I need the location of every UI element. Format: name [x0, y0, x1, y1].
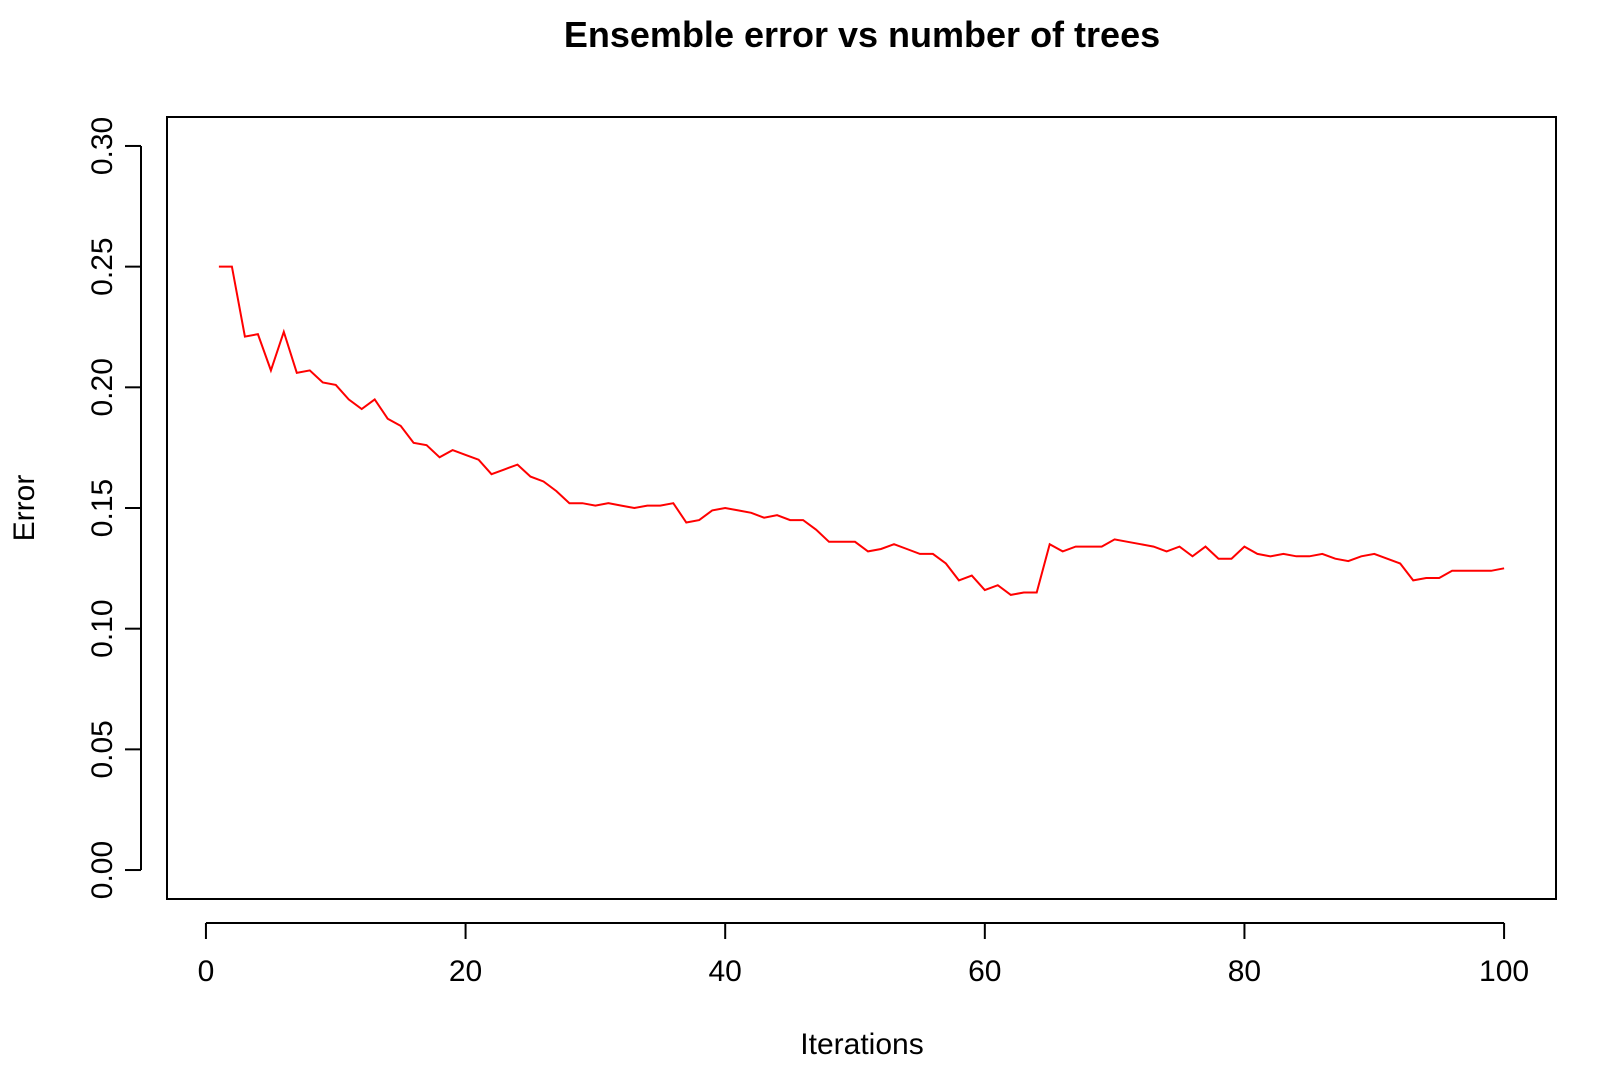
x-tick-label: 60 — [968, 955, 1001, 988]
y-tick-label: 0.00 — [86, 841, 119, 899]
y-axis: 0.00 0.05 0.10 0.15 0.20 0.25 0.30 — [86, 117, 142, 899]
chart-title: Ensemble error vs number of trees — [564, 14, 1160, 55]
series-line — [218, 265, 1505, 596]
x-tick-label: 0 — [198, 955, 215, 988]
x-tick-label: 20 — [449, 955, 482, 988]
y-tick-label: 0.30 — [86, 117, 119, 175]
x-axis-label: Iterations — [800, 1028, 923, 1061]
x-tick-label: 40 — [709, 955, 742, 988]
x-tick-label: 80 — [1228, 955, 1261, 988]
y-tick-label: 0.10 — [86, 599, 119, 657]
y-tick-label: 0.05 — [86, 720, 119, 778]
x-axis: 0 20 40 60 80 100 — [198, 922, 1529, 988]
plot-frame — [166, 116, 1557, 900]
y-tick-label: 0.20 — [86, 358, 119, 416]
y-tick-label: 0.25 — [86, 237, 119, 295]
y-tick-label: 0.15 — [86, 479, 119, 537]
x-tick-label: 100 — [1479, 955, 1529, 988]
y-axis-label: Error — [8, 475, 41, 542]
